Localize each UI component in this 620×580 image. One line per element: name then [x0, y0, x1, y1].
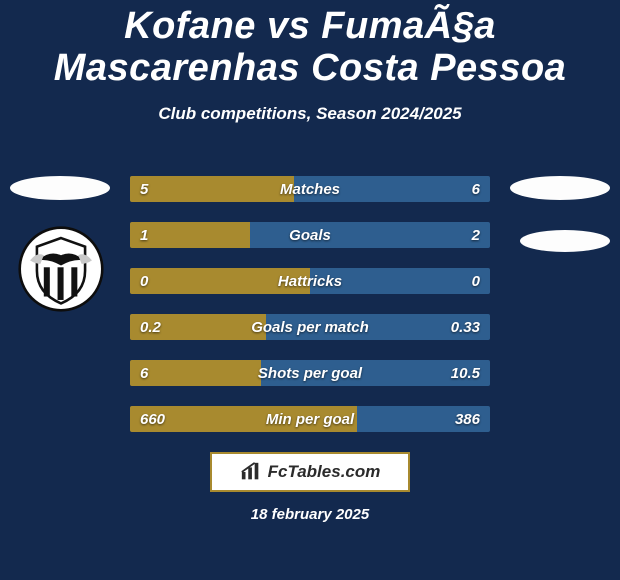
club-logo-left — [18, 226, 104, 312]
stat-value-left: 0.2 — [140, 314, 161, 340]
stat-label: Goals — [130, 222, 490, 248]
stat-row: Goals per match0.2 0.33 — [130, 314, 490, 340]
footer-brand-text: FcTables.com — [268, 462, 381, 482]
stat-row: Min per goal660 386 — [130, 406, 490, 432]
comparison-bars: Matches5 6 Goals1 2 Hattricks0 0 Goals per mat… — [130, 176, 490, 452]
stat-value-left: 660 — [140, 406, 165, 432]
stat-value-right: 2 — [472, 222, 480, 248]
stat-value-left: 6 — [140, 360, 148, 386]
stat-label: Shots per goal — [130, 360, 490, 386]
footer-date: 18 february 2025 — [0, 506, 620, 523]
subtitle: Club competitions, Season 2024/2025 — [0, 104, 620, 124]
stat-value-right: 10.5 — [451, 360, 480, 386]
player-left-placeholder — [10, 176, 110, 200]
stat-value-right: 0 — [472, 268, 480, 294]
stat-value-left: 1 — [140, 222, 148, 248]
stat-value-right: 386 — [455, 406, 480, 432]
stat-value-left: 5 — [140, 176, 148, 202]
stat-row: Goals1 2 — [130, 222, 490, 248]
stat-row: Shots per goal6 10.5 — [130, 360, 490, 386]
page-title: Kofane vs FumaÃ§a Mascarenhas Costa Pess… — [0, 0, 620, 90]
stat-label: Hattricks — [130, 268, 490, 294]
stat-row: Matches5 6 — [130, 176, 490, 202]
player-right-placeholder-2 — [520, 230, 610, 252]
footer-brand: FcTables.com — [210, 452, 410, 492]
player-right-placeholder-1 — [510, 176, 610, 200]
stat-row: Hattricks0 0 — [130, 268, 490, 294]
stat-label: Min per goal — [130, 406, 490, 432]
stat-value-left: 0 — [140, 268, 148, 294]
stat-value-right: 0.33 — [451, 314, 480, 340]
stat-label: Matches — [130, 176, 490, 202]
stat-value-right: 6 — [472, 176, 480, 202]
stat-label: Goals per match — [130, 314, 490, 340]
